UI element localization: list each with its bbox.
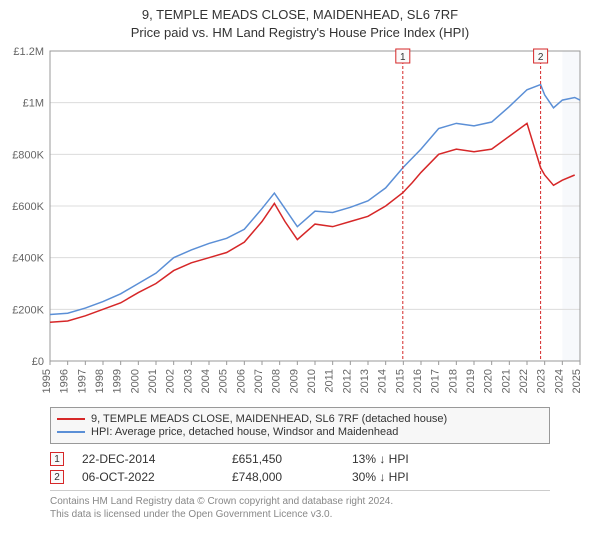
legend-item: 9, TEMPLE MEADS CLOSE, MAIDENHEAD, SL6 7…	[57, 413, 543, 425]
marker-row: 2 06-OCT-2022£748,00030% ↓ HPI	[50, 470, 600, 484]
x-tick-label: 2024	[553, 369, 565, 393]
x-tick-label: 2018	[447, 369, 459, 393]
chart-area: £0 £200K £400K £600K £800K £1M £1.2M 1995 1996 19…	[0, 41, 600, 401]
x-tick-label: 1998	[94, 369, 106, 393]
y-tick-label: £1.2M	[13, 46, 44, 58]
y-tick-label: £1M	[23, 98, 44, 110]
title-sub: Price paid vs. HM Land Registry's House …	[0, 24, 600, 42]
x-tick-label: 2023	[536, 369, 548, 393]
series-price_paid	[50, 123, 575, 322]
x-tick-label: 2011	[324, 369, 336, 393]
x-tick-label: 2008	[271, 369, 283, 393]
series-hpi	[50, 85, 580, 315]
x-tick-label: 2000	[129, 369, 141, 393]
x-tick-label: 2010	[306, 369, 318, 393]
legend-swatch	[57, 431, 85, 433]
marker-row-diff: 30% ↓ HPI	[352, 470, 472, 484]
x-tick-label: 1996	[59, 369, 71, 393]
chart-container: 9, TEMPLE MEADS CLOSE, MAIDENHEAD, SL6 7…	[0, 0, 600, 560]
legend-item: HPI: Average price, detached house, Wind…	[57, 426, 543, 438]
x-tick-label: 2003	[182, 369, 194, 393]
x-tick-label: 2012	[341, 369, 353, 393]
marker-num-2: 2	[538, 52, 544, 63]
marker-row-price: £748,000	[232, 470, 352, 484]
x-tick-label: 2001	[147, 369, 159, 393]
y-tick-label: £400K	[12, 253, 44, 265]
y-tick-label: £200K	[12, 304, 44, 316]
x-tick-label: 2016	[412, 369, 424, 393]
y-tick-label: £0	[32, 356, 44, 368]
line-chart-svg: £0 £200K £400K £600K £800K £1M £1.2M 1995 1996 19…	[0, 41, 600, 401]
marker-row: 1 22-DEC-2014£651,45013% ↓ HPI	[50, 452, 600, 466]
legend: 9, TEMPLE MEADS CLOSE, MAIDENHEAD, SL6 7…	[50, 407, 550, 444]
x-tick-label: 2021	[500, 369, 512, 393]
x-tick-label: 2015	[394, 369, 406, 393]
x-tick-label: 1995	[41, 369, 53, 393]
y-tick-label: £600K	[12, 201, 44, 213]
x-tick-label: 2013	[359, 369, 371, 393]
y-tick-label: £800K	[12, 149, 44, 161]
marker-rows: 1 22-DEC-2014£651,45013% ↓ HPI 2 06-OCT-202…	[50, 452, 600, 484]
marker-row-diff: 13% ↓ HPI	[352, 452, 472, 466]
marker-num-1: 1	[400, 52, 406, 63]
marker-row-date: 06-OCT-2022	[82, 470, 232, 484]
x-tick-label: 2025	[571, 369, 583, 393]
x-tick-label: 1997	[76, 369, 88, 393]
title-address: 9, TEMPLE MEADS CLOSE, MAIDENHEAD, SL6 7…	[0, 6, 600, 24]
x-tick-label: 2006	[235, 369, 247, 393]
x-tick-label: 1999	[112, 369, 124, 393]
x-tick-label: 2020	[483, 369, 495, 393]
x-tick-label: 2005	[218, 369, 230, 393]
marker-row-badge: 2	[50, 470, 64, 484]
legend-swatch	[57, 418, 85, 420]
legend-label: 9, TEMPLE MEADS CLOSE, MAIDENHEAD, SL6 7…	[91, 413, 447, 425]
x-tick-label: 2022	[518, 369, 530, 393]
x-tick-label: 2007	[253, 369, 265, 393]
marker-row-price: £651,450	[232, 452, 352, 466]
x-tick-label: 2017	[430, 369, 442, 393]
credits-line2: This data is licensed under the Open Gov…	[50, 508, 550, 521]
x-tick-label: 2004	[200, 369, 212, 393]
legend-label: HPI: Average price, detached house, Wind…	[91, 426, 398, 438]
credits: Contains HM Land Registry data © Crown c…	[50, 490, 550, 521]
x-tick-label: 2019	[465, 369, 477, 393]
credits-line1: Contains HM Land Registry data © Crown c…	[50, 495, 550, 508]
x-tick-label: 2002	[165, 369, 177, 393]
chart-titles: 9, TEMPLE MEADS CLOSE, MAIDENHEAD, SL6 7…	[0, 0, 600, 41]
marker-row-badge: 1	[50, 452, 64, 466]
x-tick-label: 2014	[377, 369, 389, 393]
x-tick-label: 2009	[288, 369, 300, 393]
marker-row-date: 22-DEC-2014	[82, 452, 232, 466]
